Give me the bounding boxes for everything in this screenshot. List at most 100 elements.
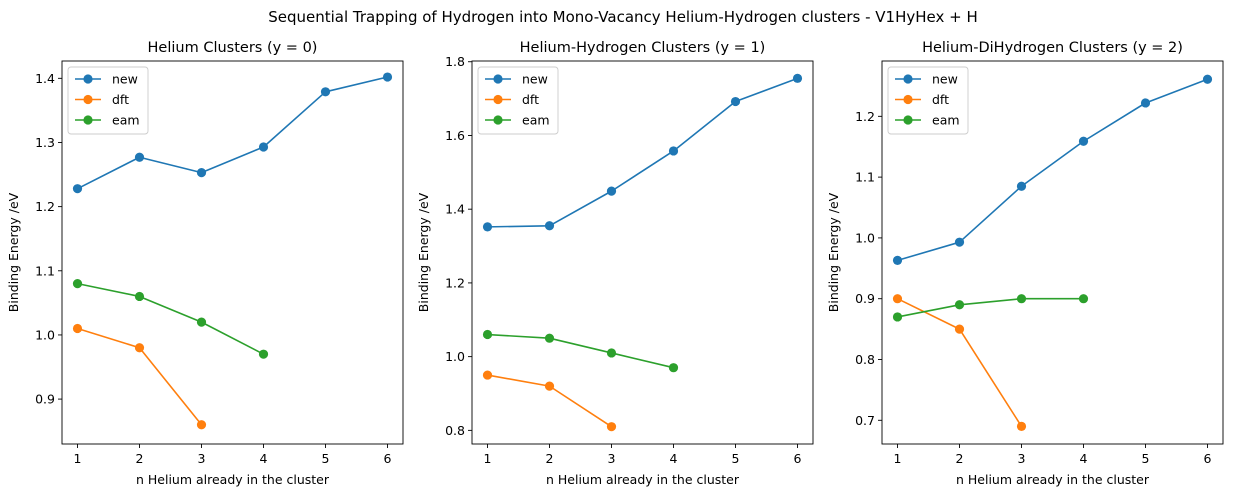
- chart-3-legend-new-marker: [903, 74, 913, 84]
- chart-2-series-eam-point-4: [668, 363, 679, 373]
- chart-3-ylabel: Binding Energy /eV: [826, 192, 841, 312]
- chart-1-series-eam-point-4: [258, 349, 269, 359]
- chart-1-series-dft-point-1: [72, 323, 83, 334]
- chart-3-series-eam-point-1: [892, 312, 903, 322]
- chart-2-legend-eam-label: eam: [522, 113, 550, 128]
- chart-3-legend-eam-label: eam: [932, 113, 960, 128]
- chart-1-ytick-label-4: 1.2: [35, 199, 55, 214]
- chart-1-title: Helium Clusters (y = 0): [148, 40, 318, 56]
- chart-1-xtick-label-3: 3: [198, 451, 206, 466]
- chart-1-ytick-label-6: 1.4: [35, 71, 55, 86]
- chart-3-series-new-point-3: [1016, 181, 1027, 191]
- chart-2-ytick-label-1: 0.8: [445, 423, 465, 438]
- chart-1-series-new-point-1: [72, 184, 83, 194]
- chart-1-legend-eam-marker: [83, 115, 93, 125]
- chart-3-legend-eam-marker: [903, 115, 913, 125]
- chart-1-legend-new-label: new: [112, 72, 138, 87]
- chart-1-ytick-label-5: 1.3: [35, 135, 55, 150]
- chart-2-series-new-point-6: [792, 73, 803, 83]
- chart-2-series-new-point-3: [606, 186, 617, 196]
- chart-3-xtick-label-6: 6: [1204, 451, 1212, 466]
- chart-3-xtick-label-5: 5: [1142, 451, 1150, 466]
- chart-3-series-new-line: [897, 78, 1208, 262]
- chart-1-series-eam-point-3: [196, 317, 207, 327]
- chart-panel-2: Helium-Hydrogen Clusters (y = 1) 1 2 3 4 5 6 0.…: [416, 40, 814, 487]
- chart-3-xtick-label-2: 2: [956, 451, 964, 466]
- chart-2-ytick-label-2: 1.0: [445, 349, 465, 364]
- chart-3-legend-dft-label: dft: [932, 92, 949, 107]
- chart-2-title: Helium-Hydrogen Clusters (y = 1): [520, 40, 766, 56]
- chart-2-legend-new-marker: [493, 74, 503, 84]
- chart-3-legend: new dft eam: [887, 66, 969, 135]
- chart-3-ytick-label-2: 0.8: [855, 352, 875, 367]
- chart-3-xtick-label-3: 3: [1018, 451, 1026, 466]
- chart-1-series-eam-point-2: [134, 291, 145, 302]
- chart-1-ylabel: Binding Energy /eV: [6, 192, 21, 312]
- chart-2-legend-dft-marker: [493, 94, 503, 105]
- chart-2-legend-new-label: new: [522, 72, 548, 87]
- chart-1-series-dft-point-3: [196, 420, 207, 430]
- chart-3-xtick-label-1: 1: [894, 451, 902, 466]
- chart-1-xtick-label-6: 6: [384, 451, 392, 466]
- chart-3-series-eam-point-3: [1016, 294, 1027, 304]
- chart-1-ytick-label-1: 0.9: [35, 392, 55, 407]
- chart-1-legend-dft-marker: [83, 94, 93, 105]
- chart-3-ytick-label-6: 1.2: [855, 109, 875, 124]
- chart-2-xtick-label-4: 4: [670, 451, 678, 466]
- chart-1-series-dft-point-2: [134, 343, 145, 353]
- chart-2-axes-frame: [471, 60, 814, 445]
- chart-3-ytick-label-4: 1.0: [855, 230, 875, 245]
- chart-1-legend: new dft eam: [67, 66, 149, 135]
- chart-2-legend-dft-label: dft: [522, 92, 539, 107]
- chart-1-series-eam-point-1: [72, 279, 83, 289]
- chart-2-xtick-label-3: 3: [608, 451, 616, 466]
- chart-3-xtick-label-4: 4: [1080, 451, 1088, 466]
- chart-2-ytick-label-5: 1.6: [445, 128, 465, 143]
- chart-2-series-new-point-1: [482, 222, 493, 232]
- chart-2-xtick-label-2: 2: [546, 451, 554, 466]
- chart-1-series-new-line: [77, 76, 388, 190]
- chart-2-series-new-point-5: [730, 96, 741, 107]
- chart-2-series-new-line: [487, 77, 798, 228]
- chart-2-series-dft-point-1: [482, 370, 493, 380]
- chart-1-legend-new-marker: [83, 74, 93, 84]
- chart-2-series-eam-point-1: [482, 329, 493, 340]
- chart-1-xtick-label-2: 2: [136, 451, 144, 466]
- chart-2-series-eam-point-3: [606, 348, 617, 358]
- chart-1-axes-frame: [61, 60, 404, 445]
- chart-1-series-new-point-5: [320, 87, 331, 97]
- chart-panel-3: Helium-DiHydrogen Clusters (y = 2) 1 2 3 4 5 6…: [826, 40, 1224, 487]
- chart-1-legend-eam-label: eam: [112, 113, 140, 128]
- chart-2-series-eam-line: [487, 333, 674, 369]
- chart-2-ytick-label-4: 1.4: [445, 202, 465, 217]
- chart-1-series-eam-line: [77, 282, 264, 355]
- chart-2-series-new-point-2: [544, 221, 555, 231]
- chart-3-axes-frame: [881, 60, 1224, 445]
- chart-3-xlabel: n Helium already in the cluster: [956, 472, 1150, 487]
- chart-2-series-dft-point-3: [606, 422, 617, 432]
- chart-2-xtick-label-5: 5: [732, 451, 740, 466]
- chart-2-ytick-label-3: 1.2: [445, 275, 465, 290]
- chart-3-series-eam-point-4: [1078, 294, 1089, 304]
- chart-3-series-new-point-6: [1202, 74, 1213, 84]
- chart-1-xtick-label-5: 5: [322, 451, 330, 466]
- chart-1-xlabel: n Helium already in the cluster: [136, 472, 330, 487]
- chart-2-series-new-point-4: [668, 146, 679, 156]
- chart-1-ytick-label-3: 1.1: [35, 263, 55, 278]
- chart-1-series-new-point-4: [258, 142, 269, 152]
- chart-1-series-dft-line: [77, 327, 203, 426]
- chart-1-legend-dft-label: dft: [112, 92, 129, 107]
- chart-2-series-dft-point-2: [544, 381, 555, 391]
- chart-3-series-dft-point-3: [1016, 421, 1027, 431]
- chart-3-legend-new-label: new: [932, 72, 958, 87]
- chart-1-series-new-point-6: [382, 72, 393, 82]
- chart-3-series-new-point-2: [954, 237, 965, 247]
- chart-2-xlabel: n Helium already in the cluster: [546, 472, 740, 487]
- chart-3-ytick-label-3: 0.9: [855, 291, 875, 306]
- chart-1-series-new-point-2: [134, 152, 145, 162]
- chart-1-xtick-label-4: 4: [260, 451, 268, 466]
- chart-2-xtick-label-6: 6: [794, 451, 802, 466]
- chart-2-xtick-label-1: 1: [484, 451, 492, 466]
- chart-3-ytick-label-5: 1.1: [855, 170, 875, 185]
- chart-3-series-dft-point-1: [892, 294, 903, 304]
